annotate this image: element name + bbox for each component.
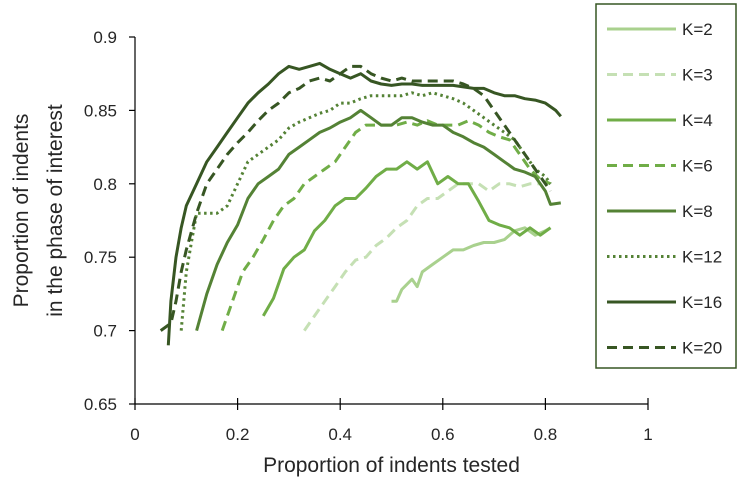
- y-tick-label: 0.85: [84, 101, 117, 120]
- legend-box: [595, 3, 737, 369]
- y-tick-label: 0.8: [93, 175, 117, 194]
- series-line-k-3: [303, 182, 541, 332]
- y-axis-title-line: Proportion of indents: [10, 114, 33, 308]
- x-ticks: 0 0.2 0.4 0.6 0.8 1: [130, 398, 653, 444]
- x-tick-label: 0: [130, 425, 139, 444]
- y-axis-title: Proportion of indents in the phase of int…: [10, 104, 67, 317]
- legend-label: K=2: [682, 20, 713, 39]
- legend-label: K=4: [682, 111, 713, 130]
- x-axis-title: Proportion of indents tested: [263, 454, 520, 477]
- legend-label: K=8: [682, 202, 713, 221]
- x-tick-label: 1: [643, 425, 652, 444]
- y-tick-label: 0.75: [84, 248, 117, 267]
- legend: K=2 K=3 K=4 K=6 K=8 K=12 K=16 K=20: [595, 3, 737, 369]
- y-tick-label: 0.9: [93, 28, 117, 47]
- series-group: [159, 61, 562, 346]
- legend-label: K=16: [682, 293, 722, 312]
- x-tick-label: 0.6: [431, 425, 455, 444]
- axes: [134, 37, 648, 405]
- series-line-k-12: [179, 91, 552, 331]
- series-line-k-2: [391, 226, 552, 303]
- series-line-k-20: [159, 64, 552, 332]
- series-line-k-8: [195, 108, 562, 332]
- y-ticks: 0.65 0.7 0.75 0.8 0.85 0.9: [84, 28, 135, 414]
- series-line-k-4: [262, 160, 552, 317]
- y-tick-label: 0.7: [93, 322, 117, 341]
- legend-label: K=12: [682, 248, 722, 267]
- x-tick-label: 0.4: [328, 425, 352, 444]
- x-tick-label: 0.2: [226, 425, 250, 444]
- x-tick-label: 0.8: [534, 425, 558, 444]
- y-tick-label: 0.65: [84, 395, 117, 414]
- legend-label: K=6: [682, 157, 713, 176]
- legend-label: K=3: [682, 66, 713, 85]
- series-line-k-16: [166, 61, 562, 346]
- legend-label: K=20: [682, 339, 722, 358]
- y-axis-title-line: in the phase of interest: [44, 104, 67, 317]
